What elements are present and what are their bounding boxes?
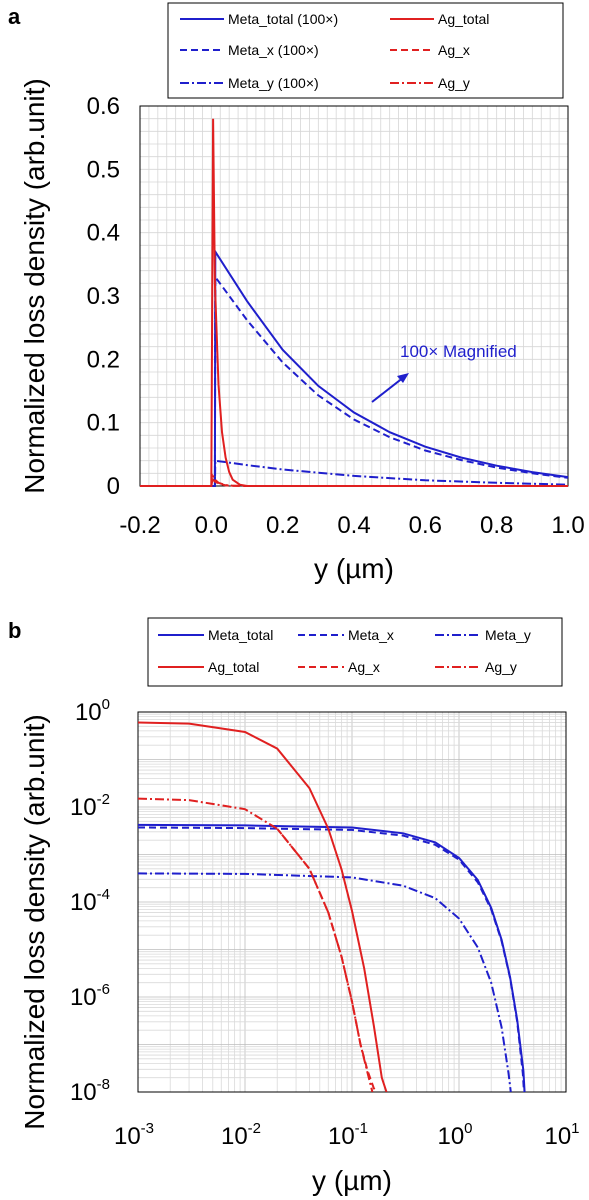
x-tick-label: 0.8 bbox=[480, 512, 513, 539]
y-tick-label: 0.6 bbox=[87, 93, 120, 120]
y-axis-label: Normalized loss density (arb.unit) bbox=[19, 78, 50, 494]
x-tick-label: 0.6 bbox=[409, 512, 442, 539]
x-tick-label: 10-3 bbox=[114, 1120, 154, 1150]
legend-label: Meta_x (100×) bbox=[228, 42, 319, 58]
series-line bbox=[140, 473, 568, 487]
annotation-text: 100× Magnified bbox=[400, 342, 517, 361]
legend-label: Meta_total bbox=[208, 627, 273, 643]
panel-label: b bbox=[8, 618, 21, 643]
x-tick-label: 101 bbox=[544, 1120, 579, 1150]
y-tick-label: 0 bbox=[107, 473, 120, 500]
y-tick-label: 0.2 bbox=[87, 346, 120, 373]
y-axis-label: Normalized loss density (arb.unit) bbox=[19, 714, 50, 1130]
y-tick-label: 10-8 bbox=[70, 1076, 110, 1106]
annotation-arrow bbox=[371, 376, 405, 403]
x-tick-label: 0.2 bbox=[266, 512, 299, 539]
series-line bbox=[140, 459, 569, 487]
panel-a: a -0.2 0.0 0.2 0.4 0.6 0.8 1.0 0 0.1 0.2 0.3 0.4 0.5 0… bbox=[8, 2, 585, 584]
y-tick-label: 10-2 bbox=[70, 791, 110, 821]
y-tick-label: 0.4 bbox=[87, 220, 120, 247]
grid bbox=[137, 712, 566, 1093]
legend-box bbox=[147, 617, 563, 687]
legend-label: Meta_x bbox=[348, 627, 394, 643]
y-tick-label: 0.3 bbox=[87, 283, 120, 310]
y-tick-label: 0.5 bbox=[87, 156, 120, 183]
x-tick-label: 10-1 bbox=[328, 1120, 368, 1150]
legend-label: Ag_x bbox=[348, 659, 380, 675]
panel-label: a bbox=[8, 4, 21, 29]
legend-label: Ag_total bbox=[438, 11, 489, 27]
y-tick-label: 0.1 bbox=[87, 410, 120, 437]
legend-label: Ag_x bbox=[438, 42, 470, 58]
grid bbox=[139, 105, 569, 487]
series-group bbox=[138, 721, 526, 1092]
legend-label: Ag_y bbox=[485, 659, 517, 675]
x-tick-label: 0.0 bbox=[195, 512, 228, 539]
legend-box bbox=[167, 2, 564, 99]
x-tick-label: 0.4 bbox=[337, 512, 370, 539]
annotation-arrowhead bbox=[397, 373, 409, 383]
y-tick-label: 10-6 bbox=[70, 981, 110, 1011]
panel-b: b 10-3 10-2 10-1 100 101 100 10-2 10-4 10-6 10-8 y … bbox=[8, 617, 580, 1196]
legend-label: Meta_total (100×) bbox=[228, 11, 338, 27]
y-tick-label: 10-4 bbox=[70, 886, 110, 916]
legend-label: Ag_y bbox=[438, 75, 470, 91]
series-line bbox=[138, 797, 374, 1092]
x-tick-label: 1.0 bbox=[551, 512, 584, 539]
x-axis-label: y (µm) bbox=[314, 553, 394, 584]
legend-label: Meta_y (100×) bbox=[228, 75, 319, 91]
legend-label: Meta_y bbox=[485, 627, 531, 643]
y-tick-label: 100 bbox=[75, 696, 110, 726]
legend-label: Ag_total bbox=[208, 659, 259, 675]
series-line bbox=[140, 273, 569, 487]
series-line bbox=[138, 721, 388, 1092]
x-tick-label: 10-2 bbox=[221, 1120, 261, 1150]
x-tick-label: 100 bbox=[437, 1120, 472, 1150]
x-axis-label: y (µm) bbox=[312, 1165, 392, 1196]
plot-frame bbox=[137, 711, 567, 1093]
series-line bbox=[138, 872, 512, 1092]
series-line bbox=[140, 118, 568, 487]
x-tick-label: -0.2 bbox=[119, 512, 160, 539]
series-line bbox=[138, 826, 525, 1092]
